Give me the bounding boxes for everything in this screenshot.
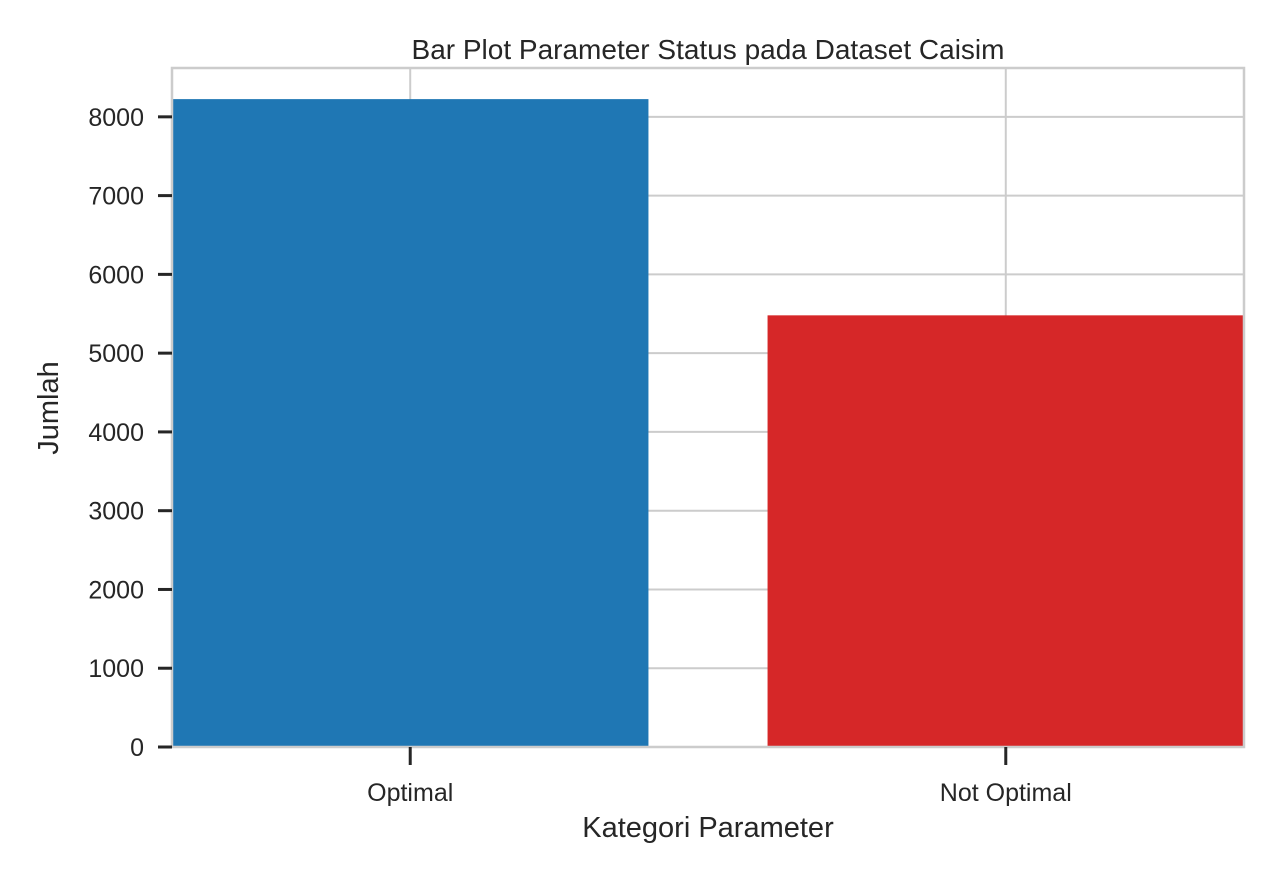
y-tick-label: 1000 [88,655,144,683]
y-tick-label: 4000 [88,419,144,447]
x-axis-label: Kategori Parameter [582,812,834,844]
axis-ticks: 0 1000 2000 3000 4000 5000 6000 7000 8000 Optimal… [88,104,1071,807]
y-tick-label: 2000 [88,576,144,604]
x-tick-label: Optimal [367,779,453,807]
plot-area-frame [170,66,1246,749]
bar-not-optimal [767,315,1244,747]
y-tick-label: 7000 [88,183,144,211]
y-axis-label: Jumlah [33,361,65,455]
chart-title: Bar Plot Parameter Status pada Dataset C… [412,34,1005,65]
y-tick-label: 6000 [88,261,144,289]
y-tick-label: 8000 [88,104,144,132]
y-tick-label: 0 [130,734,144,762]
y-tick-label: 5000 [88,340,144,368]
bars [172,99,1244,748]
y-tick-label: 3000 [88,498,144,526]
x-tick-label: Not Optimal [940,779,1072,807]
bar-optimal [172,99,649,748]
